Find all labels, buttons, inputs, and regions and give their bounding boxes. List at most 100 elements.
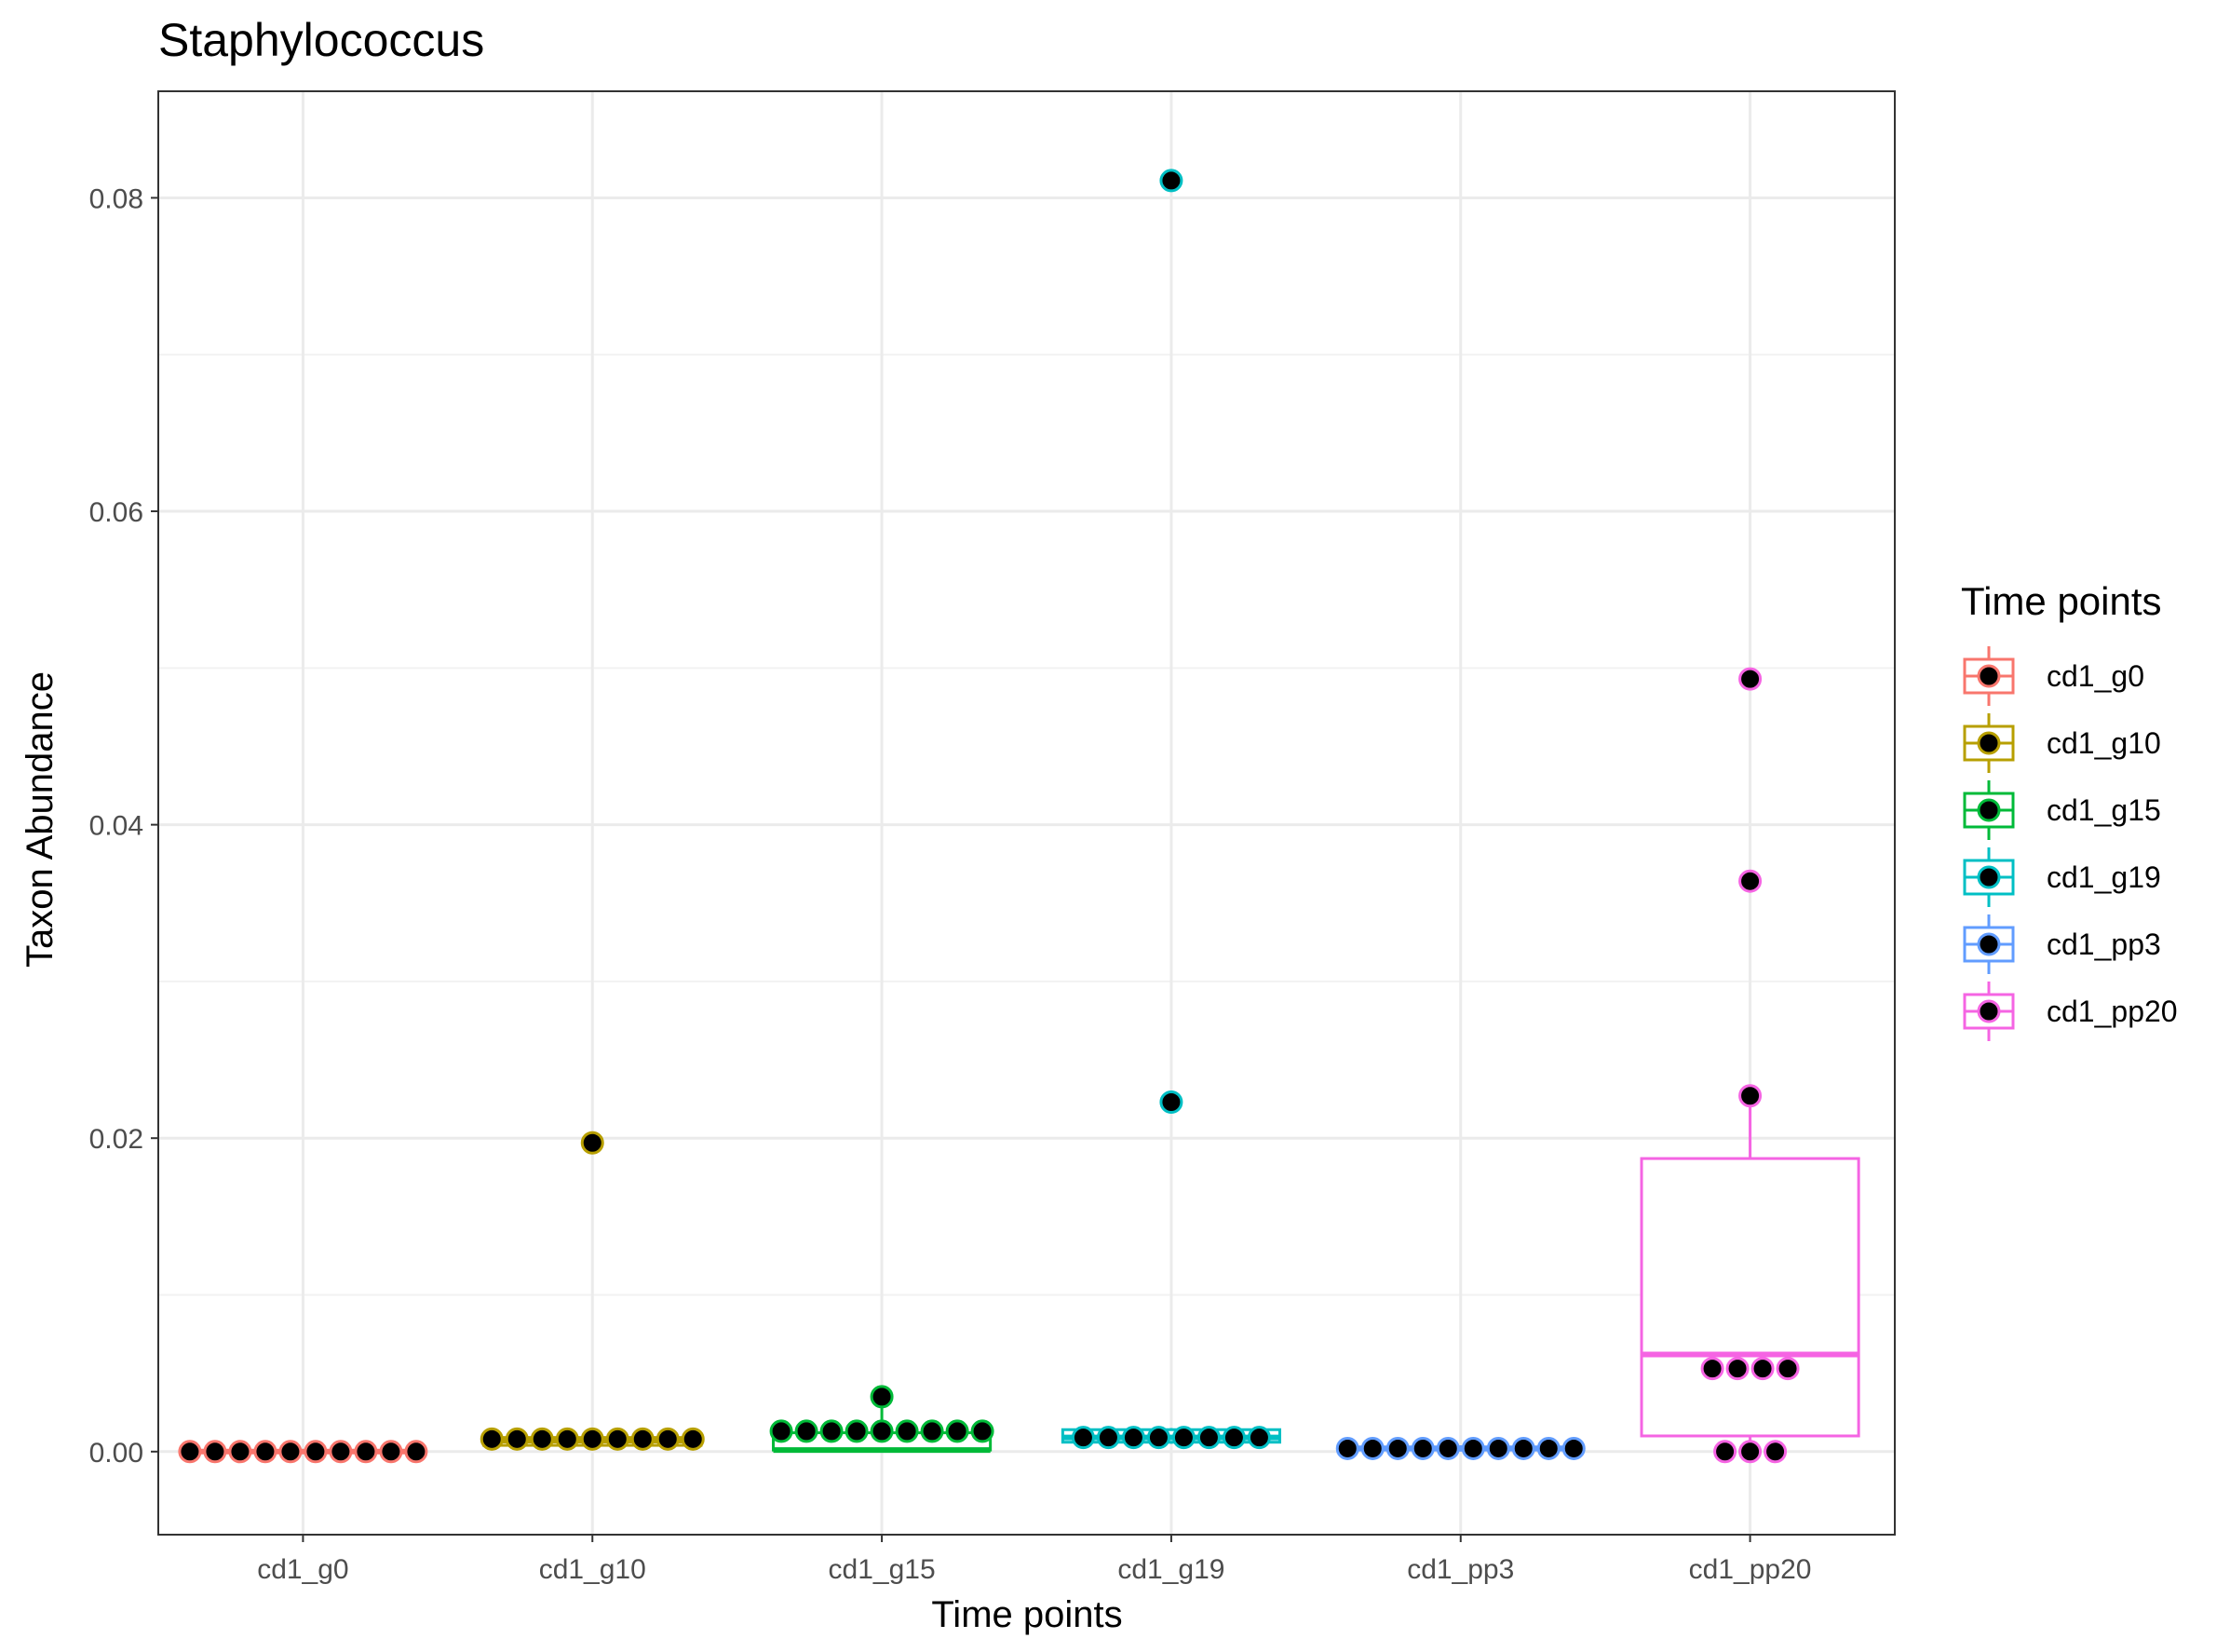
box-group-cd1_g0 [178, 1440, 428, 1464]
data-point [304, 1440, 328, 1464]
data-point [1385, 1436, 1410, 1460]
legend-label: cd1_g15 [2047, 793, 2161, 827]
data-point [1536, 1436, 1561, 1460]
x-tick-label: cd1_g15 [829, 1554, 936, 1585]
data-point [1713, 1440, 1737, 1464]
legend-item-cd1_g10: cd1_g10 [1962, 710, 2161, 777]
data-point [1096, 1426, 1120, 1450]
data-point [1725, 1357, 1750, 1381]
data-point [329, 1440, 353, 1464]
box-group-cd1_g10 [480, 1131, 705, 1451]
box-group-cd1_pp3 [1335, 1436, 1586, 1460]
data-point [1738, 1440, 1763, 1464]
box-group-cd1_g19 [1061, 169, 1281, 1450]
legend-item-cd1_g0: cd1_g0 [1962, 643, 2144, 710]
data-point [1196, 1426, 1221, 1450]
box-group-cd1_pp20 [1640, 667, 1860, 1464]
data-point [945, 1419, 969, 1443]
data-point [480, 1427, 504, 1451]
data-point [1436, 1436, 1460, 1460]
data-point [1700, 1357, 1724, 1381]
y-tick-label: 0.08 [89, 183, 143, 214]
legend-key-dot [1977, 932, 2001, 956]
y-tick-label: 0.02 [89, 1124, 143, 1155]
legend-key-dot [1977, 731, 2001, 755]
legend-label: cd1_g0 [2047, 659, 2144, 693]
legend-item-cd1_pp3: cd1_pp3 [1962, 911, 2161, 978]
legend-key-dot [1977, 999, 2001, 1023]
data-point [354, 1440, 378, 1464]
data-point [1750, 1357, 1775, 1381]
y-tick-label: 0.04 [89, 811, 143, 842]
data-point [379, 1440, 403, 1464]
data-point [1738, 869, 1763, 893]
y-tick-label: 0.06 [89, 497, 143, 528]
data-point [1159, 1090, 1183, 1115]
data-point [1222, 1426, 1246, 1450]
data-point [1738, 1084, 1763, 1108]
legend: Time points cd1_g0 cd1_g10 cd1_g15 cd1_g19c… [1961, 579, 2178, 1045]
data-point [1511, 1436, 1535, 1460]
data-point [278, 1440, 303, 1464]
data-point [870, 1419, 894, 1443]
data-point [1146, 1426, 1170, 1450]
data-point [769, 1419, 793, 1443]
data-point [1461, 1436, 1485, 1460]
legend-key-dot [1977, 865, 2001, 889]
data-point [845, 1419, 869, 1443]
data-point [203, 1440, 227, 1464]
data-point [1486, 1436, 1510, 1460]
data-point [555, 1427, 579, 1451]
data-point [1411, 1436, 1435, 1460]
legend-label: cd1_pp3 [2047, 928, 2161, 961]
legend-title: Time points [1961, 579, 2162, 623]
legend-label: cd1_pp20 [2047, 995, 2178, 1028]
data-point [1561, 1436, 1586, 1460]
data-point [630, 1427, 655, 1451]
x-axis-title: Time points [931, 1594, 1122, 1635]
legend-label: cd1_g19 [2047, 860, 2161, 894]
data-point [655, 1427, 680, 1451]
plot-area: cd1_g0 cd1_g10 cd1_g15 cd1_g19 cd1_pp3 cd1_pp… [89, 90, 1896, 1585]
data-point [404, 1440, 428, 1464]
x-tick-label: cd1_pp3 [1407, 1554, 1514, 1585]
y-tick-label: 0.00 [89, 1438, 143, 1469]
x-tick-label: cd1_pp20 [1689, 1554, 1812, 1585]
data-point [253, 1440, 277, 1464]
legend-key-dot [1977, 664, 2001, 688]
x-tick-label: cd1_g0 [257, 1554, 348, 1585]
data-point [1360, 1436, 1385, 1460]
data-point [1159, 169, 1183, 193]
legend-item-cd1_g15: cd1_g15 [1962, 777, 2161, 844]
data-point [605, 1427, 629, 1451]
x-tick-label: cd1_g10 [539, 1554, 646, 1585]
box-group-cd1_g15 [769, 1385, 994, 1454]
data-point [870, 1385, 894, 1409]
x-tick-label: cd1_g19 [1117, 1554, 1224, 1585]
panel-border [157, 90, 1896, 1536]
data-point [505, 1427, 529, 1451]
y-axis-title: Taxon Abundance [20, 671, 61, 968]
data-point [819, 1419, 844, 1443]
data-point [228, 1440, 252, 1464]
data-point [1764, 1440, 1788, 1464]
data-point [1335, 1436, 1359, 1460]
data-point [1738, 667, 1763, 691]
data-point [530, 1427, 554, 1451]
data-point [580, 1427, 604, 1451]
data-point [920, 1419, 944, 1443]
data-point [1071, 1426, 1095, 1450]
data-point [1776, 1357, 1800, 1381]
legend-item-cd1_g19: cd1_g19 [1962, 844, 2161, 911]
chart-title: Staphylococcus [158, 14, 484, 66]
data-point [178, 1440, 202, 1464]
data-point [1171, 1426, 1196, 1450]
data-point [1247, 1426, 1271, 1450]
box-body [1640, 1157, 1860, 1438]
data-point [895, 1419, 919, 1443]
legend-key-dot [1977, 798, 2001, 822]
data-point [1121, 1426, 1145, 1450]
data-point [681, 1427, 705, 1451]
legend-label: cd1_g10 [2047, 726, 2161, 760]
